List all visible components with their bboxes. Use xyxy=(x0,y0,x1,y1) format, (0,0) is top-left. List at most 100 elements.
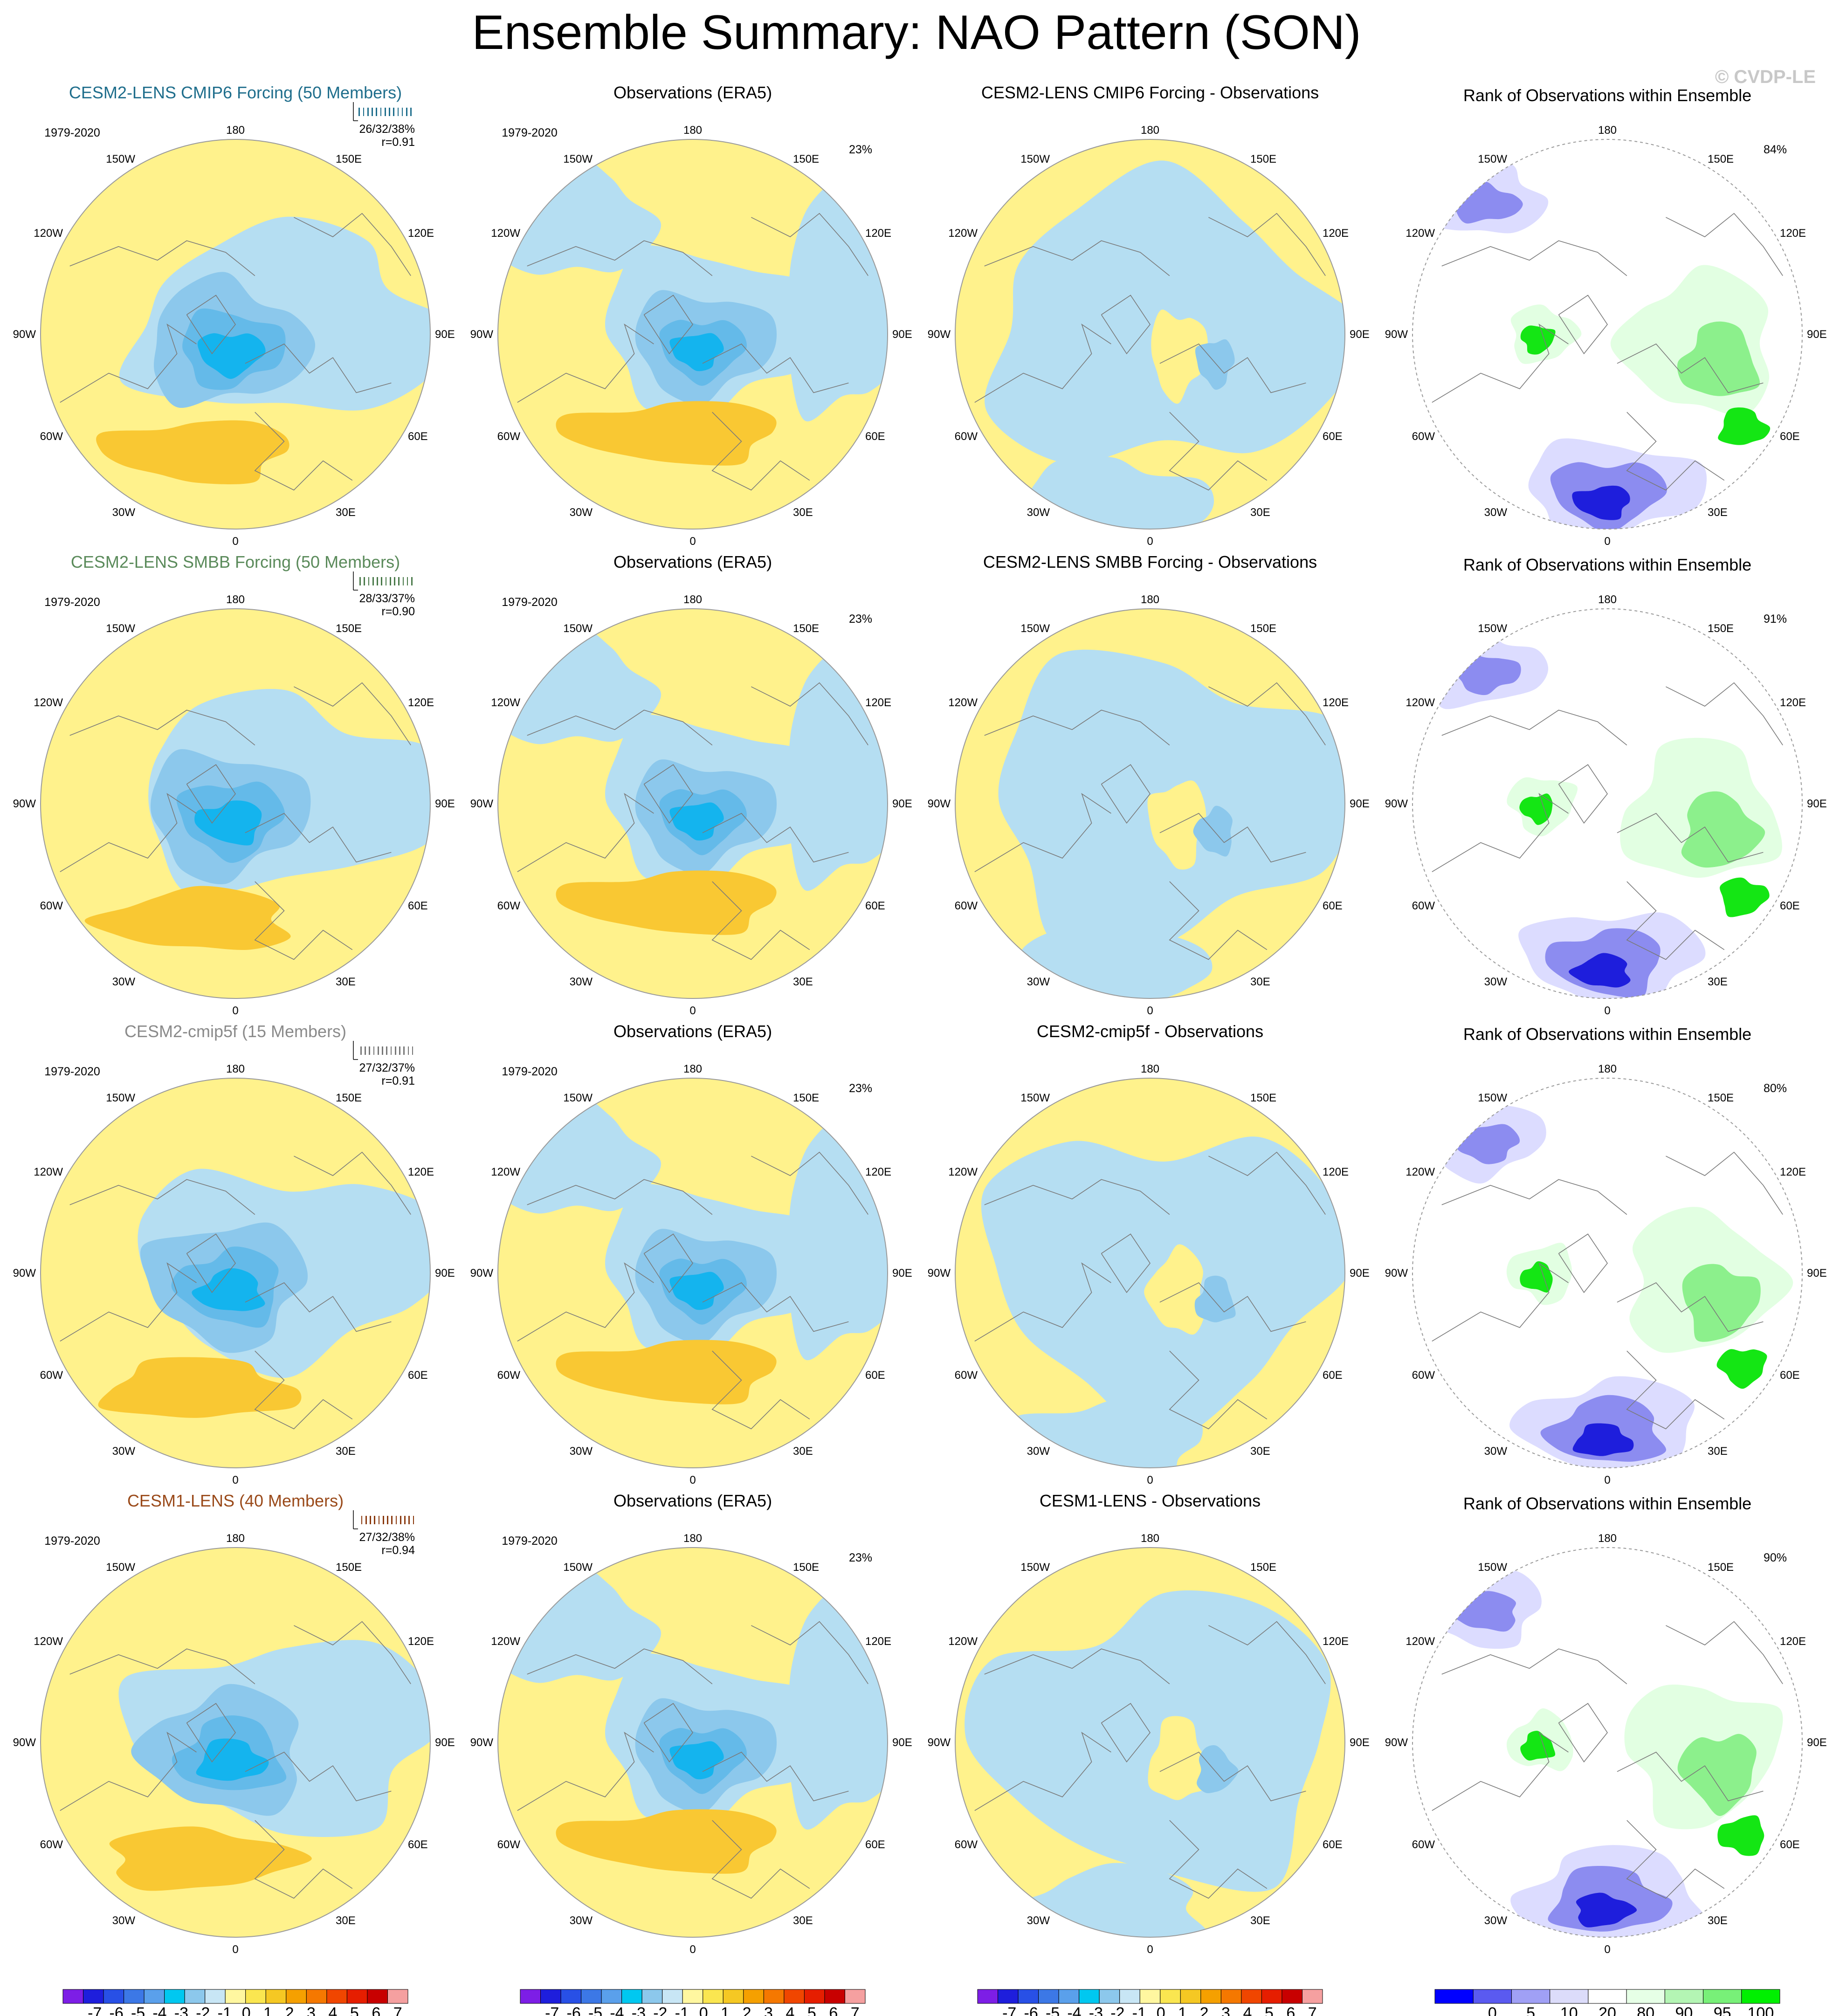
colorbar-tick: 5 xyxy=(1526,2004,1535,2016)
colorbar-tick: -2 xyxy=(653,2004,667,2016)
colorbar-swatch xyxy=(1038,1989,1059,2004)
coastline xyxy=(1101,1703,1151,1763)
colorbar-tick: -5 xyxy=(588,2004,602,2016)
map-rim xyxy=(40,139,431,530)
lon-label: 90E xyxy=(435,328,455,341)
colorbar-tick: 3 xyxy=(1221,2004,1230,2016)
model-panel: 180 0 90W 90E 150W 150E 120W 120E 60W 60E 30W 30E CE… xyxy=(13,552,455,1017)
map-rim xyxy=(497,608,888,999)
lon-label: 90W xyxy=(928,1736,951,1749)
lon-label: 30E xyxy=(1708,976,1728,988)
colorbar-swatch xyxy=(641,1989,663,2004)
colorbar-tick: 2 xyxy=(1200,2004,1209,2016)
colorbar-tick: 7 xyxy=(1308,2004,1317,2016)
lon-label: 60W xyxy=(1412,1838,1435,1851)
coastline xyxy=(1169,412,1268,491)
coastline xyxy=(1159,343,1306,393)
lon-label: 30E xyxy=(336,1445,356,1458)
lon-label: 30W xyxy=(1027,1445,1050,1458)
colorbar-swatch xyxy=(1664,1989,1704,2004)
lon-label: 30W xyxy=(112,506,136,519)
lon-label: 60E xyxy=(408,430,428,443)
panel-title: Observations (ERA5) xyxy=(613,552,772,571)
lon-label: 30E xyxy=(336,506,356,519)
colorbar-tick: 3 xyxy=(307,2004,316,2016)
colorbar-tick: -5 xyxy=(1046,2004,1060,2016)
difference-panel: 180 0 90W 90E 150W 150E 120W 120E 60W 60E 30W 30E CE… xyxy=(928,83,1370,548)
lon-label: 150W xyxy=(563,1092,593,1104)
lon-label: 60E xyxy=(865,1369,885,1382)
colorbar-tick: -3 xyxy=(1089,2004,1103,2016)
lon-label: 60W xyxy=(497,900,521,912)
lon-label: 0 xyxy=(1604,1474,1610,1486)
lon-label: 90W xyxy=(470,1736,494,1749)
colorbar-swatch xyxy=(1511,1989,1550,2004)
lon-label: 0 xyxy=(1147,1943,1153,1956)
colorbar-swatch xyxy=(743,1989,764,2004)
colorbar-tick: -3 xyxy=(174,2004,188,2016)
lon-label: 60W xyxy=(40,900,63,912)
contour-layer xyxy=(499,1563,888,1874)
colorbar-tick: 2 xyxy=(285,2004,294,2016)
colorbar-swatch xyxy=(1139,1989,1161,2004)
pattern-stats: 27/32/38% xyxy=(359,1531,415,1544)
colorbar-tick: 20 xyxy=(1599,2004,1616,2016)
coastline xyxy=(1169,1350,1268,1430)
coastline xyxy=(643,1703,693,1763)
lon-label: 60W xyxy=(955,1369,978,1382)
colorbar-tick: -6 xyxy=(1024,2004,1038,2016)
coastline xyxy=(1101,295,1151,355)
lon-label: 60E xyxy=(408,900,428,912)
row-2: 180 0 90W 90E 150W 150E 120W 120E 60W 60E 30W 30E CE… xyxy=(13,552,1827,1017)
high-rank-region xyxy=(1519,793,1553,825)
lon-label: 90W xyxy=(1385,1736,1408,1749)
coastline xyxy=(711,1820,810,1899)
coastline xyxy=(527,709,713,746)
panel-title: Observations (ERA5) xyxy=(613,1022,772,1041)
lon-label: 90W xyxy=(1385,328,1408,341)
coastline xyxy=(711,1350,810,1430)
low-rank-region xyxy=(1572,485,1630,520)
coastline xyxy=(254,881,353,960)
negative-contour xyxy=(787,181,888,422)
negative-contour xyxy=(1197,1745,1239,1793)
colorbar-tick: -1 xyxy=(1132,2004,1146,2016)
map-rim xyxy=(955,608,1345,999)
negative-contour xyxy=(669,1272,724,1310)
pattern-stats: 27/32/37% xyxy=(359,1061,415,1074)
negative-contour xyxy=(787,1589,888,1830)
contour-layer xyxy=(499,155,888,466)
lon-label: 90W xyxy=(470,798,494,810)
rank-panel: 180 0 90W 90E 150W 150E 120W 120E 60W 60E 30W 30E Ra… xyxy=(1385,1025,1827,1486)
positive-contour xyxy=(556,1809,777,1874)
period-label: 1979-2020 xyxy=(502,1534,558,1548)
coastline xyxy=(751,213,868,276)
lon-label: 30W xyxy=(1027,506,1050,519)
lon-label: 30W xyxy=(1484,1914,1508,1927)
coastline xyxy=(60,793,197,872)
coastline xyxy=(1558,764,1608,824)
colorbar-tick: 4 xyxy=(1243,2004,1252,2016)
positive-contour xyxy=(109,1826,312,1891)
high-rank-region xyxy=(1718,407,1771,445)
lon-label: 150W xyxy=(1478,1092,1507,1104)
map-rim xyxy=(497,1078,888,1468)
colorbar-tick: -7 xyxy=(545,2004,559,2016)
rank-panel: 180 0 90W 90E 150W 150E 120W 120E 60W 60E 30W 30E Ra… xyxy=(1385,1494,1827,1956)
lon-label: 60E xyxy=(865,430,885,443)
lon-label: 150W xyxy=(1020,1561,1050,1574)
positive-contour xyxy=(98,1357,302,1418)
coastline xyxy=(1159,1751,1306,1802)
colorbar-swatch xyxy=(1434,1989,1474,2004)
colorbar-tick: -4 xyxy=(1067,2004,1081,2016)
lon-label: 150E xyxy=(1708,153,1734,165)
coastline xyxy=(517,1732,654,1811)
lon-label: 60W xyxy=(497,430,521,443)
lon-label: 120W xyxy=(34,227,63,240)
lon-label: 150E xyxy=(793,153,819,165)
colorbar-swatch xyxy=(784,1989,805,2004)
coastline xyxy=(254,1820,353,1899)
lon-label: 180 xyxy=(226,1063,245,1075)
lon-label: 150E xyxy=(336,1561,362,1574)
lon-label: 120W xyxy=(34,1166,63,1178)
